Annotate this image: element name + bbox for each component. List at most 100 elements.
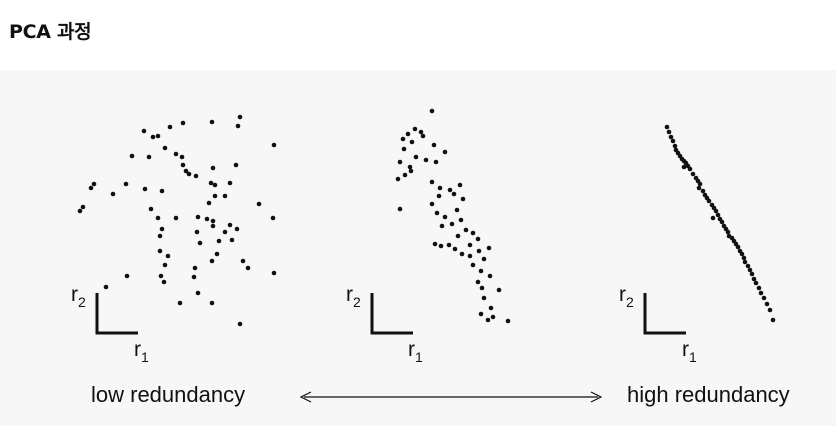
data-point bbox=[725, 229, 731, 235]
data-point bbox=[455, 233, 461, 239]
data-point bbox=[162, 145, 168, 151]
data-point bbox=[194, 229, 200, 235]
data-point bbox=[173, 151, 179, 157]
data-point bbox=[193, 173, 199, 179]
data-point bbox=[408, 168, 414, 174]
data-point bbox=[204, 216, 210, 222]
data-point bbox=[700, 188, 706, 194]
data-point bbox=[767, 307, 773, 313]
data-point bbox=[142, 186, 148, 192]
data-point bbox=[401, 146, 407, 152]
data-point bbox=[233, 162, 239, 168]
data-point bbox=[161, 279, 167, 285]
data-point bbox=[110, 191, 116, 197]
data-point bbox=[150, 134, 156, 140]
arrow-head-left bbox=[299, 391, 312, 403]
data-point bbox=[235, 123, 241, 129]
scatter-diagram: r2 r1 r2 r1 r2 r1 bbox=[71, 108, 776, 403]
data-point bbox=[180, 162, 186, 168]
data-point bbox=[486, 245, 492, 251]
data-point bbox=[438, 243, 444, 249]
data-point bbox=[167, 124, 173, 130]
data-point bbox=[481, 256, 487, 262]
redundancy-arrow bbox=[299, 391, 603, 403]
data-point bbox=[431, 142, 437, 148]
data-point bbox=[496, 287, 502, 293]
data-point bbox=[91, 181, 97, 187]
data-point bbox=[192, 265, 198, 271]
data-point bbox=[470, 230, 476, 236]
data-point bbox=[429, 201, 435, 207]
data-point bbox=[88, 185, 94, 191]
axis-lines bbox=[370, 293, 413, 335]
data-point bbox=[687, 166, 693, 172]
data-point bbox=[478, 311, 484, 317]
data-point bbox=[449, 221, 455, 227]
data-point bbox=[209, 119, 215, 125]
data-point bbox=[697, 181, 703, 187]
data-point bbox=[159, 188, 165, 194]
page-title: PCA 과정 bbox=[9, 21, 92, 43]
data-point bbox=[447, 187, 453, 193]
data-point bbox=[155, 133, 161, 139]
data-point bbox=[485, 317, 491, 323]
data-point bbox=[681, 164, 687, 170]
data-point bbox=[227, 222, 233, 228]
data-point bbox=[668, 134, 674, 140]
data-point bbox=[476, 248, 482, 254]
data-point bbox=[457, 182, 463, 188]
data-point bbox=[758, 290, 764, 296]
pca-figure: r2 r1 r2 r1 r2 r1 low redundancy high re… bbox=[0, 70, 836, 426]
data-point bbox=[490, 314, 496, 320]
data-point bbox=[479, 285, 485, 291]
data-point bbox=[741, 255, 747, 261]
data-point bbox=[452, 246, 458, 252]
y-axis-label: r2 bbox=[71, 283, 86, 310]
data-point bbox=[210, 165, 216, 171]
data-point bbox=[148, 206, 154, 212]
data-point bbox=[454, 207, 460, 213]
data-point bbox=[478, 268, 484, 274]
data-point bbox=[155, 215, 161, 221]
data-point bbox=[467, 253, 473, 259]
data-point bbox=[463, 227, 469, 233]
data-point bbox=[234, 226, 240, 232]
data-point bbox=[467, 242, 473, 248]
data-point bbox=[436, 193, 442, 199]
data-point bbox=[459, 251, 465, 257]
data-point bbox=[191, 274, 197, 280]
x-axis-label: r1 bbox=[408, 338, 423, 365]
data-point bbox=[103, 284, 109, 290]
data-point bbox=[270, 215, 276, 221]
data-point bbox=[751, 276, 757, 282]
data-point bbox=[664, 124, 670, 130]
data-point bbox=[206, 200, 212, 206]
data-point bbox=[123, 181, 129, 187]
data-point bbox=[446, 242, 452, 248]
data-point bbox=[488, 305, 494, 311]
data-point bbox=[756, 285, 762, 291]
data-point bbox=[666, 129, 672, 135]
data-point bbox=[735, 244, 741, 250]
data-point bbox=[186, 171, 192, 177]
data-point bbox=[460, 196, 466, 202]
data-point bbox=[764, 301, 770, 307]
data-point bbox=[761, 295, 767, 301]
data-point bbox=[195, 214, 201, 220]
data-point bbox=[173, 215, 179, 221]
data-point bbox=[271, 270, 277, 276]
low-redundancy-caption: low redundancy bbox=[91, 382, 246, 407]
data-point bbox=[222, 193, 228, 199]
points-layer bbox=[77, 108, 776, 327]
data-point bbox=[505, 318, 511, 324]
data-point bbox=[402, 172, 408, 178]
high-redundancy-panel bbox=[664, 124, 776, 323]
data-point bbox=[237, 321, 243, 327]
data-point bbox=[210, 223, 216, 229]
data-point bbox=[214, 251, 220, 257]
data-point bbox=[719, 219, 725, 225]
data-point bbox=[475, 279, 481, 285]
x-axis-label: r1 bbox=[682, 338, 697, 365]
low-redundancy-panel bbox=[77, 114, 277, 327]
axis-lines bbox=[95, 293, 138, 335]
